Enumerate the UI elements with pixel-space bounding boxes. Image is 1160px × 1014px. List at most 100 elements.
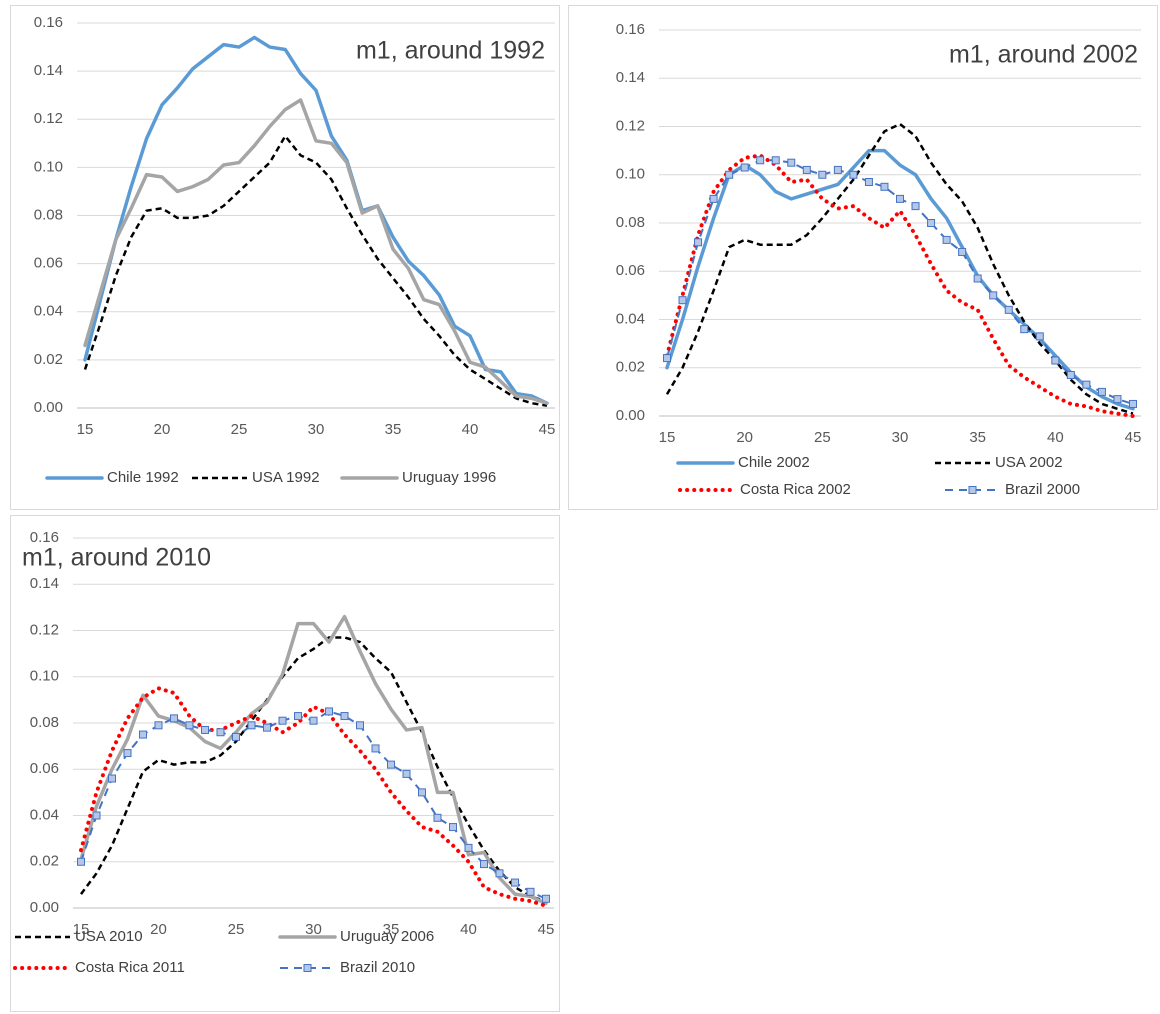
- marker: [880, 182, 889, 191]
- x-tick-label: 25: [814, 429, 831, 446]
- x-tick-label: 45: [539, 421, 556, 438]
- x-tick-label: 40: [460, 921, 477, 938]
- marker: [927, 219, 936, 227]
- y-tick-label: 0.06: [616, 262, 645, 279]
- legend-label: Uruguay 1996: [402, 469, 496, 486]
- marker: [771, 156, 780, 165]
- marker: [123, 749, 132, 758]
- series-line: [79, 686, 548, 908]
- y-tick-label: 0.02: [30, 853, 59, 870]
- chart-title: m1, around 2010: [22, 544, 211, 572]
- y-tick-label: 0.06: [34, 255, 63, 272]
- series-line: [79, 614, 548, 906]
- x-tick-label: 25: [231, 421, 248, 438]
- marker: [542, 894, 550, 903]
- x-tick-label: 35: [969, 429, 986, 446]
- marker: [787, 158, 796, 167]
- x-tick-label: 15: [659, 429, 676, 446]
- y-tick-label: 0.10: [34, 158, 63, 175]
- chart-title: m1, around 2002: [949, 41, 1138, 69]
- marker: [709, 194, 718, 203]
- y-tick-label: 0.14: [34, 62, 63, 79]
- marker: [418, 788, 426, 797]
- y-tick-label: 0.08: [616, 214, 645, 231]
- y-tick-label: 0.02: [34, 351, 63, 368]
- marker: [92, 811, 101, 820]
- marker: [464, 843, 473, 852]
- y-tick-label: 0.04: [34, 303, 63, 320]
- legend-label: Chile 2002: [738, 454, 810, 471]
- marker: [495, 869, 504, 878]
- y-tick-label: 0.14: [30, 575, 59, 592]
- y-tick-label: 0.06: [30, 760, 59, 777]
- x-tick-label: 20: [150, 921, 167, 938]
- marker: [232, 732, 240, 741]
- legend-label: Uruguay 2006: [340, 928, 434, 945]
- legend-label: Costa Rica 2002: [740, 481, 851, 498]
- marker: [247, 721, 256, 730]
- marker: [216, 728, 225, 737]
- marker: [849, 170, 858, 179]
- y-tick-label: 0.12: [616, 117, 645, 134]
- panel: [568, 5, 1158, 510]
- legend-marker: [303, 964, 312, 972]
- legend-label: USA 2010: [75, 928, 143, 945]
- marker: [139, 730, 147, 739]
- x-tick-label: 35: [383, 921, 400, 938]
- marker: [958, 247, 967, 256]
- marker: [511, 878, 519, 887]
- marker: [802, 165, 811, 174]
- marker: [480, 860, 488, 869]
- marker: [1097, 387, 1106, 396]
- marker: [449, 823, 457, 832]
- marker: [1113, 395, 1122, 404]
- x-tick-label: 45: [538, 921, 555, 938]
- marker: [864, 177, 873, 186]
- marker: [678, 296, 687, 305]
- y-tick-label: 0.10: [616, 166, 645, 183]
- series-line: [83, 98, 549, 405]
- y-tick-label: 0.16: [34, 14, 63, 31]
- marker: [185, 721, 194, 730]
- marker: [325, 707, 333, 716]
- legend-label: Costa Rica 2011: [75, 959, 185, 976]
- legend-label: Chile 1992: [107, 469, 179, 486]
- x-tick-label: 20: [736, 429, 753, 446]
- panel: [10, 5, 560, 510]
- series-line: [665, 153, 1135, 418]
- marker: [1035, 332, 1044, 341]
- x-tick-label: 30: [308, 421, 325, 438]
- y-tick-label: 0.00: [34, 399, 63, 416]
- marker: [340, 712, 349, 721]
- series-line: [83, 35, 549, 405]
- y-tick-label: 0.08: [34, 206, 63, 223]
- marker: [387, 760, 395, 769]
- marker: [989, 291, 998, 300]
- marker: [433, 813, 442, 822]
- y-tick-label: 0.16: [616, 21, 645, 38]
- marker: [154, 721, 163, 730]
- marker: [756, 156, 765, 165]
- marker: [911, 202, 920, 211]
- marker: [278, 716, 287, 725]
- marker: [1082, 380, 1091, 389]
- y-tick-label: 0.14: [616, 69, 645, 86]
- x-tick-label: 15: [73, 921, 90, 938]
- marker: [402, 769, 411, 778]
- marker: [1004, 305, 1013, 314]
- marker: [1066, 370, 1075, 379]
- x-tick-label: 30: [892, 429, 909, 446]
- marker: [77, 857, 85, 866]
- y-tick-label: 0.00: [30, 899, 59, 916]
- marker: [818, 170, 827, 179]
- x-tick-label: 20: [154, 421, 171, 438]
- panel: [10, 515, 560, 1012]
- x-tick-label: 40: [1047, 429, 1064, 446]
- chart: 0.00 0.02 0.04 0.06 0.08 0.10 0.12 0.14 0.16 15 20…: [10, 515, 560, 1012]
- marker: [108, 774, 116, 783]
- marker: [942, 235, 951, 244]
- marker: [201, 725, 209, 734]
- y-tick-label: 0.12: [30, 621, 59, 638]
- y-tick-label: 0.02: [616, 359, 645, 376]
